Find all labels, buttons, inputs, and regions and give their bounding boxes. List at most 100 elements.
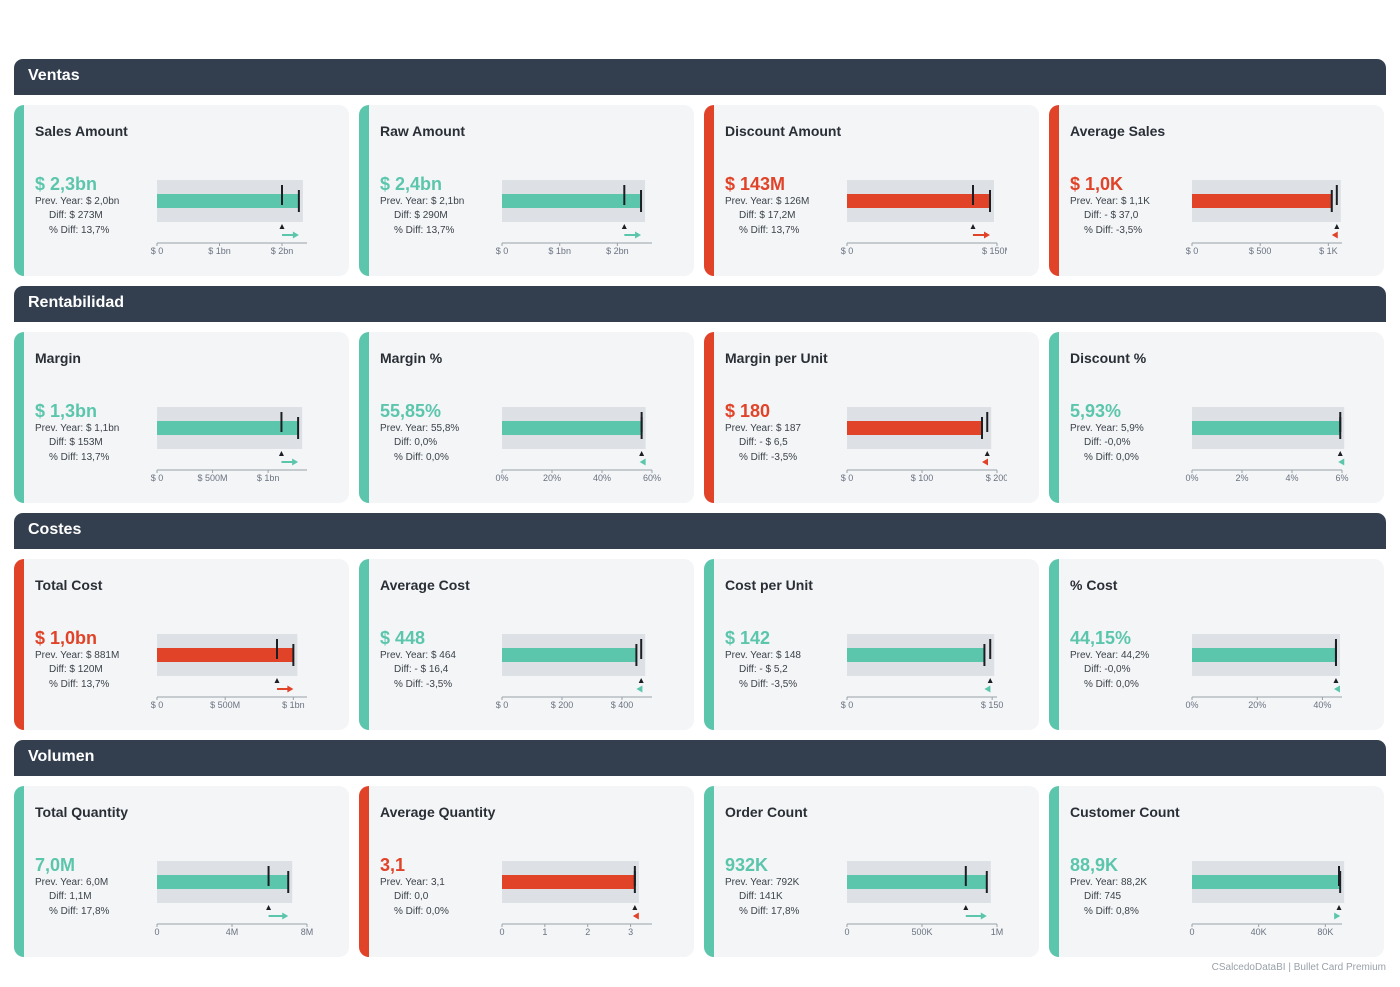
card-percent-diff: % Diff: 0,0% (394, 906, 449, 917)
card-value: $ 143M (725, 174, 786, 194)
card-percent-diff: % Diff: 17,8% (739, 906, 800, 917)
footer-brand: CSalcedoDataBI (1211, 962, 1286, 973)
previous-year-pointer (274, 678, 280, 683)
tick-label: 500K (911, 927, 932, 936)
tick-label: $ 2bn (606, 246, 629, 255)
previous-year-marker (280, 412, 283, 432)
actual-value-bar (847, 194, 990, 208)
actual-value-bar (502, 648, 637, 662)
section-header: Rentabilidad (14, 286, 1386, 322)
tick-label: $ 150M (982, 246, 1007, 255)
actual-value-marker (635, 644, 638, 666)
card-prev-year: Prev. Year: $ 1,1K (1070, 196, 1150, 207)
card-accent-bar (359, 786, 369, 957)
kpi-card: Order Count 932K Prev. Year: 792K Diff: 141… (704, 786, 1039, 957)
card-title: Cost per Unit (725, 577, 813, 593)
card-value: 7,0M (35, 855, 76, 875)
card-percent-diff: % Diff: 0,0% (1084, 679, 1139, 690)
card-value: $ 1,3bn (35, 401, 98, 421)
kpi-card: Average Quantity 3,1 Prev. Year: 3,1 Diff: … (359, 786, 694, 957)
tick-label: $ 0 (151, 473, 164, 482)
previous-year-marker (267, 866, 270, 886)
card-accent-bar (359, 332, 369, 503)
card-percent-diff: % Diff: 17,8% (49, 906, 110, 917)
tick-label: $ 1bn (208, 246, 231, 255)
tick-label: 40K (1251, 927, 1267, 936)
tick-label: 3 (628, 927, 633, 936)
actual-value-bar (1192, 421, 1341, 435)
card-diff: Diff: -0,0% (1084, 437, 1131, 448)
actual-value-marker (292, 644, 295, 666)
card-title: Margin % (380, 350, 443, 366)
tick-label: 2 (585, 927, 590, 936)
card-percent-diff: % Diff: 0,0% (1084, 452, 1139, 463)
card-title: Total Cost (35, 577, 103, 593)
kpi-card: Margin % 55,85% Prev. Year: 55,8% Diff: 0,0… (359, 332, 694, 503)
previous-year-pointer (632, 905, 638, 910)
change-arrow-head (292, 231, 299, 239)
kpi-card: % Cost 44,15% Prev. Year: 44,2% Diff: -0,0%… (1049, 559, 1384, 730)
no-change-marker (632, 912, 639, 920)
actual-value-marker (297, 190, 300, 212)
card-prev-year: Prev. Year: $ 126M (725, 196, 810, 207)
card-prev-year: Prev. Year: 55,8% (380, 423, 460, 434)
actual-value-marker (1339, 417, 1342, 439)
change-arrow-head (282, 912, 289, 920)
card-percent-diff: % Diff: -3,5% (394, 679, 453, 690)
card-title: Average Cost (380, 577, 470, 593)
change-arrow-head (984, 231, 990, 239)
card-percent-diff: % Diff: -3,5% (739, 679, 798, 690)
card-prev-year: Prev. Year: $ 1,1bn (35, 423, 120, 434)
actual-value-bar (157, 875, 289, 889)
tick-label: $ 2bn (271, 246, 294, 255)
card-percent-diff: % Diff: 13,7% (739, 225, 800, 236)
tick-label: $ 400 (611, 700, 634, 709)
section-title: Volumen (28, 748, 95, 765)
card-prev-year: Prev. Year: $ 187 (725, 423, 801, 434)
tick-label: 60% (643, 473, 661, 482)
actual-value-bar (157, 648, 294, 662)
change-arrow-head (636, 685, 643, 693)
previous-year-pointer (984, 451, 990, 456)
tick-label: $ 0 (841, 473, 854, 482)
card-accent-bar (14, 786, 24, 957)
card-diff: Diff: 745 (1084, 891, 1122, 902)
tick-label: 0% (495, 473, 508, 482)
actual-value-bar (157, 421, 299, 435)
bullet-chart: 0 4M 8M (154, 861, 313, 936)
actual-value-bar (1192, 648, 1336, 662)
card-accent-bar (704, 332, 714, 503)
tick-label: 4M (226, 927, 239, 936)
tick-label: 2% (1235, 473, 1248, 482)
footer-separator: | (1288, 962, 1291, 973)
change-arrow-head (287, 685, 294, 693)
tick-label: 0% (1185, 700, 1198, 709)
card-percent-diff: % Diff: -3,5% (739, 452, 798, 463)
previous-year-marker (989, 639, 992, 659)
card-accent-bar (1049, 105, 1059, 276)
previous-year-marker (276, 639, 278, 659)
actual-value-bar (502, 421, 642, 435)
card-title: Margin (35, 350, 81, 366)
kpi-card: Average Sales $ 1,0K Prev. Year: $ 1,1K Dif… (1049, 105, 1384, 276)
bullet-chart: 0 40K 80K (1189, 861, 1345, 936)
actual-value-bar (847, 648, 985, 662)
card-accent-bar (704, 105, 714, 276)
kpi-card: Average Cost $ 448 Prev. Year: $ 464 Diff: … (359, 559, 694, 730)
card-value: 88,9K (1070, 855, 1119, 875)
bullet-chart: $ 0 $ 200 $ 400 (496, 634, 652, 709)
bullet-chart: 0% 20% 40% (1185, 634, 1342, 709)
card-diff: Diff: - $ 6,5 (739, 437, 788, 448)
section-title: Ventas (28, 67, 80, 84)
card-value: 55,85% (380, 401, 442, 421)
card-title: Order Count (725, 804, 808, 820)
change-arrow-head (635, 231, 642, 239)
tick-label: $ 1bn (282, 700, 305, 709)
tick-label: $ 500M (210, 700, 240, 709)
bullet-chart: $ 0 $ 1bn $ 2bn (496, 180, 652, 255)
previous-year-pointer (621, 224, 627, 229)
tick-label: 0% (1185, 473, 1198, 482)
change-arrow-head (980, 912, 987, 920)
card-diff: Diff: $ 17,2M (739, 210, 796, 221)
tick-label: 0 (1189, 927, 1194, 936)
